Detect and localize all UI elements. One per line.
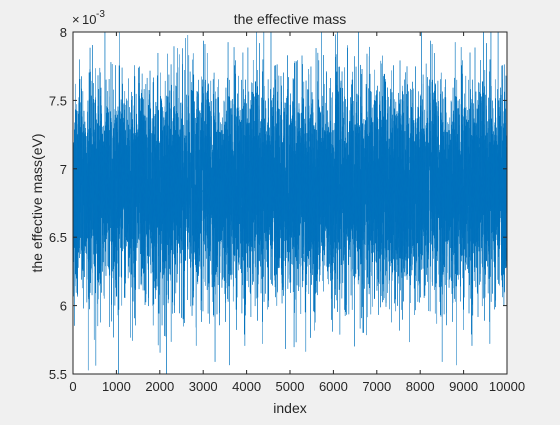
- y-axis-label: the effective mass(eV): [29, 133, 45, 272]
- x-tick-label: 10000: [489, 379, 525, 394]
- x-ticks: 0 1000 2000 3000 4000 5000 6000 7000 8000 9000 100…: [69, 32, 525, 394]
- chart-title: the effective mass: [234, 11, 347, 27]
- y-tick-label: 8: [60, 25, 67, 40]
- y-tick-label: 5.5: [49, 367, 67, 382]
- y-exponent-power: -3: [96, 9, 105, 20]
- x-tick-label: 0: [69, 379, 76, 394]
- y-exponent: × 10 -3: [72, 9, 105, 27]
- x-tick-label: 1000: [102, 379, 131, 394]
- x-tick-label: 4000: [232, 379, 261, 394]
- y-tick-label: 7.5: [49, 93, 67, 108]
- y-tick-label: 6.5: [49, 230, 67, 245]
- x-tick-label: 8000: [406, 379, 435, 394]
- x-tick-label: 3000: [189, 379, 218, 394]
- data-series: [73, 32, 507, 374]
- y-tick-label: 7: [60, 162, 67, 177]
- y-exponent-base: 10: [82, 12, 96, 27]
- y-ticks: 5.5 6 6.5 7 7.5 8: [49, 25, 507, 382]
- y-tick-label: 6: [60, 299, 67, 314]
- x-tick-label: 7000: [362, 379, 391, 394]
- x-tick-label: 5000: [276, 379, 305, 394]
- x-tick-label: 9000: [449, 379, 478, 394]
- series-line: [73, 32, 507, 374]
- y-exponent-times: ×: [72, 12, 80, 27]
- x-axis-label: index: [273, 400, 306, 416]
- x-tick-label: 2000: [145, 379, 174, 394]
- x-tick-label: 6000: [319, 379, 348, 394]
